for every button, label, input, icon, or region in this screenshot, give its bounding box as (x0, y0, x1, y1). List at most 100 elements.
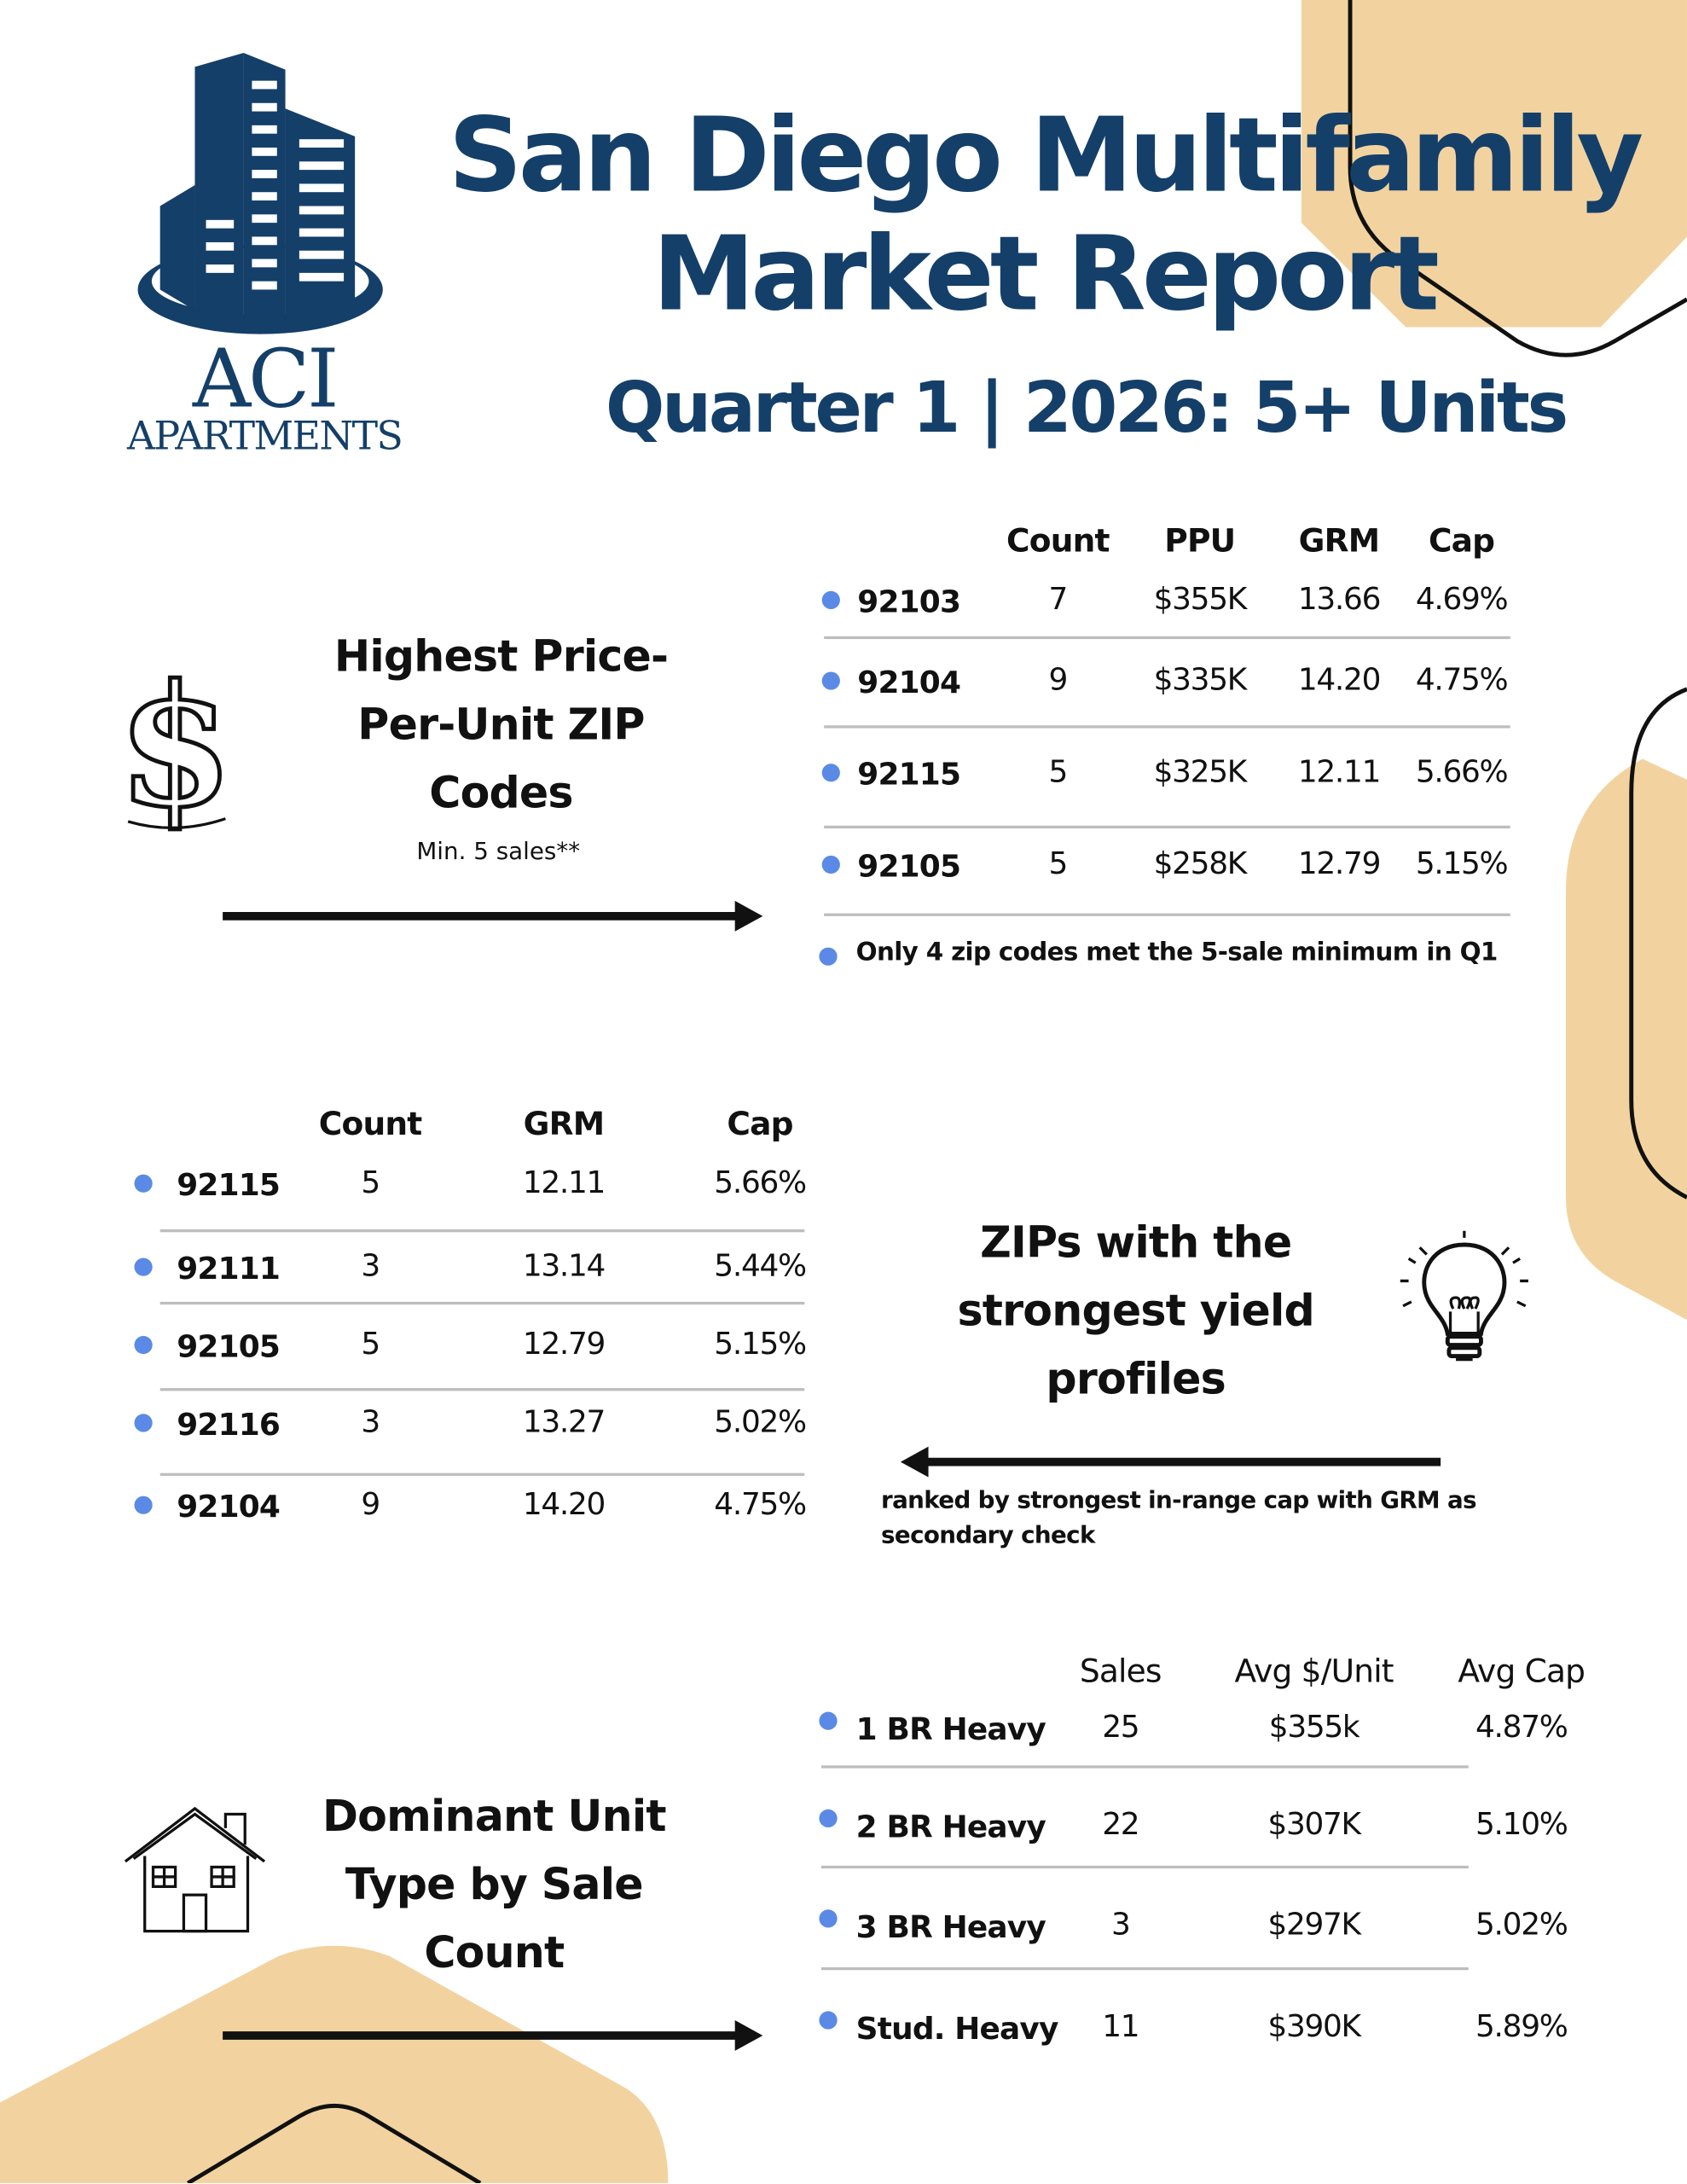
table-cell: 3 (1110, 1908, 1131, 1943)
row-label: 92116 (177, 1408, 281, 1443)
bullet-dot (134, 1414, 153, 1432)
bullet-dot (821, 590, 840, 609)
column-header: GRM (1298, 523, 1380, 561)
bullet-dot (819, 1909, 838, 1928)
row-label: 2 BR Heavy (855, 1810, 1046, 1846)
row-label: 3 BR Heavy (855, 1910, 1046, 1946)
note-line: secondary check (881, 1521, 1095, 1550)
table-cell: 5 (1048, 755, 1069, 791)
table-cell: 12.11 (1297, 755, 1382, 791)
row-label: 92104 (177, 1490, 281, 1525)
table-cell: 11 (1102, 2009, 1139, 2045)
unit-section-heading: Dominant Unit Type by Sale Count (322, 1784, 667, 1989)
logo-text-apartments: APARTMENTS (126, 412, 403, 459)
table-cell: $335K (1153, 663, 1248, 699)
table-cell: $258K (1153, 847, 1248, 882)
table-cell: 5.02% (1475, 1908, 1568, 1943)
row-divider (820, 1967, 1469, 1971)
bullet-dot (819, 1809, 838, 1827)
table-cell: 5.15% (714, 1327, 807, 1362)
page-title-line1: San Diego Multifamily (448, 96, 1644, 216)
yield-note: ranked by strongest in-range cap with GR… (881, 1484, 1477, 1554)
table-cell: $390K (1267, 2009, 1361, 2045)
table-cell: 3 (361, 1249, 380, 1285)
table-cell: $355k (1268, 1710, 1360, 1745)
bullet-dot (821, 764, 840, 782)
ppu-note: Only 4 zip codes met the 5-sale minimum … (855, 938, 1499, 967)
dollar-sign-icon: $ (115, 654, 235, 833)
heading-line: ZIPs with the (980, 1218, 1292, 1269)
arrow-left-icon (900, 1446, 1441, 1478)
page-title-line2: Market Report (652, 214, 1440, 334)
table-cell: 12.11 (522, 1165, 606, 1201)
svg-text:$: $ (117, 654, 233, 833)
row-label: 92105 (177, 1330, 281, 1366)
heading-line: Per-Unit ZIP (357, 700, 645, 751)
bullet-dot (819, 947, 838, 966)
row-label: 92115 (857, 758, 961, 793)
row-divider (159, 1472, 805, 1476)
column-header: Avg Cap (1458, 1653, 1586, 1691)
bullet-dot (134, 1496, 153, 1514)
bullet-dot (134, 1335, 153, 1355)
table-cell: 7 (1048, 582, 1069, 618)
row-label: 92105 (857, 850, 961, 886)
table-cell: 5.66% (714, 1165, 807, 1201)
table-cell: 5 (361, 1165, 380, 1201)
heading-line: Dominant Unit (322, 1792, 667, 1843)
table-cell: $307K (1267, 1808, 1361, 1843)
table-cell: 9 (361, 1487, 380, 1523)
table-cell: 4.75% (1415, 663, 1509, 699)
table-cell: 12.79 (522, 1327, 606, 1362)
table-cell: 5 (361, 1327, 380, 1362)
row-divider (820, 1765, 1469, 1769)
logo-text-aci: ACI (192, 331, 339, 427)
bullet-dot (134, 1174, 153, 1193)
table-cell: 5.15% (1415, 847, 1509, 882)
column-header: Cap (727, 1107, 793, 1143)
house-icon (124, 1806, 266, 1933)
table-cell: $355K (1153, 582, 1248, 618)
building-logo-icon (137, 53, 383, 334)
lightbulb-icon (1400, 1230, 1528, 1362)
table-cell: 12.79 (1297, 847, 1382, 882)
bullet-dot (819, 2011, 838, 2030)
table-cell: 13.14 (522, 1249, 606, 1285)
row-divider (820, 1865, 1469, 1869)
yield-section-heading: ZIPs with the strongest yield profiles (957, 1210, 1314, 1414)
row-divider (824, 913, 1510, 916)
note-line: ranked by strongest in-range cap with GR… (881, 1486, 1477, 1515)
row-divider (159, 1301, 805, 1305)
bullet-dot (821, 855, 840, 874)
table-cell: 3 (361, 1405, 380, 1441)
table-cell: 13.66 (1297, 582, 1382, 618)
row-label: 92111 (177, 1252, 281, 1287)
heading-line: Codes (429, 768, 573, 819)
table-cell: 4.87% (1475, 1710, 1568, 1745)
row-divider (159, 1229, 805, 1233)
arrow-right-icon (223, 900, 763, 932)
table-cell: 14.20 (522, 1487, 606, 1523)
row-label: 92104 (857, 665, 961, 701)
row-divider (824, 725, 1510, 729)
table-cell: 5.89% (1475, 2009, 1568, 2045)
heading-line: Type by Sale (345, 1860, 644, 1911)
heading-line: strongest yield (957, 1286, 1314, 1337)
ppu-section-subheading: Min. 5 sales** (416, 838, 581, 867)
page-subtitle: Quarter 1 | 2026: 5+ Units (605, 367, 1568, 449)
arrow-right-icon (223, 2020, 763, 2051)
table-cell: 5.44% (714, 1249, 807, 1285)
column-header: Avg $/Unit (1234, 1653, 1394, 1691)
table-cell: 4.75% (714, 1487, 807, 1523)
column-header: Sales (1079, 1653, 1162, 1691)
bullet-dot (134, 1258, 153, 1276)
table-cell: 5.10% (1475, 1808, 1568, 1843)
row-label: 1 BR Heavy (855, 1713, 1046, 1748)
row-label: Stud. Heavy (855, 2013, 1059, 2048)
column-header: PPU (1164, 523, 1236, 561)
table-cell: 22 (1102, 1808, 1139, 1843)
table-cell: 13.27 (522, 1405, 606, 1441)
table-cell: $325K (1153, 755, 1248, 791)
